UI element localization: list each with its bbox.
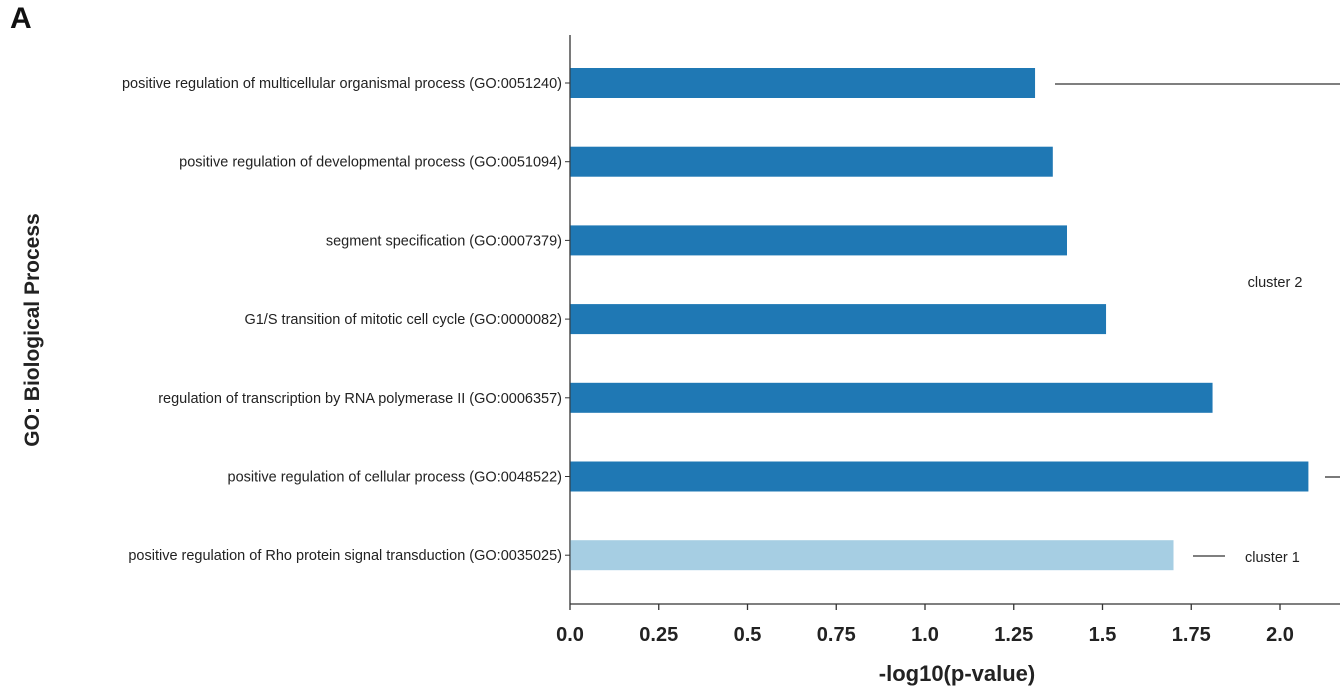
- cluster-2-label: cluster 2: [1248, 275, 1303, 291]
- bar-4: [570, 304, 1107, 335]
- bar-1: [570, 68, 1036, 98]
- cluster-1-label: cluster 1: [1245, 550, 1300, 566]
- bar-2: [570, 146, 1053, 177]
- bar-7: [570, 540, 1174, 571]
- category-label-7: positive regulation of Rho protein signa…: [128, 548, 562, 564]
- panel-label: A: [10, 2, 32, 35]
- x-tick-label-6: 1.25: [994, 624, 1033, 646]
- category-label-3: segment specification (GO:0007379): [326, 233, 562, 249]
- x-tick-label-8: 1.75: [1172, 624, 1211, 646]
- category-label-6: positive regulation of cellular process …: [228, 470, 562, 486]
- x-tick-label-3: 0.5: [734, 624, 762, 646]
- x-tick-label-2: 0.25: [639, 624, 678, 646]
- x-tick-label-4: 0.75: [817, 624, 856, 646]
- x-tick-label-1: 0.0: [556, 624, 584, 646]
- bar-6: [570, 461, 1309, 492]
- category-label-4: G1/S transition of mitotic cell cycle (G…: [244, 312, 562, 328]
- x-axis-label: -log10(p-value): [878, 661, 1036, 686]
- x-tick-label-5: 1.0: [911, 624, 939, 646]
- x-tick-label-9: 2.0: [1266, 624, 1294, 646]
- x-tick-label-7: 1.5: [1089, 624, 1117, 646]
- category-label-2: positive regulation of developmental pro…: [179, 155, 562, 171]
- category-label-5: regulation of transcription by RNA polym…: [158, 391, 562, 407]
- category-label-1: positive regulation of multicellular org…: [122, 76, 562, 92]
- bar-5: [570, 382, 1213, 413]
- bar-3: [570, 225, 1067, 256]
